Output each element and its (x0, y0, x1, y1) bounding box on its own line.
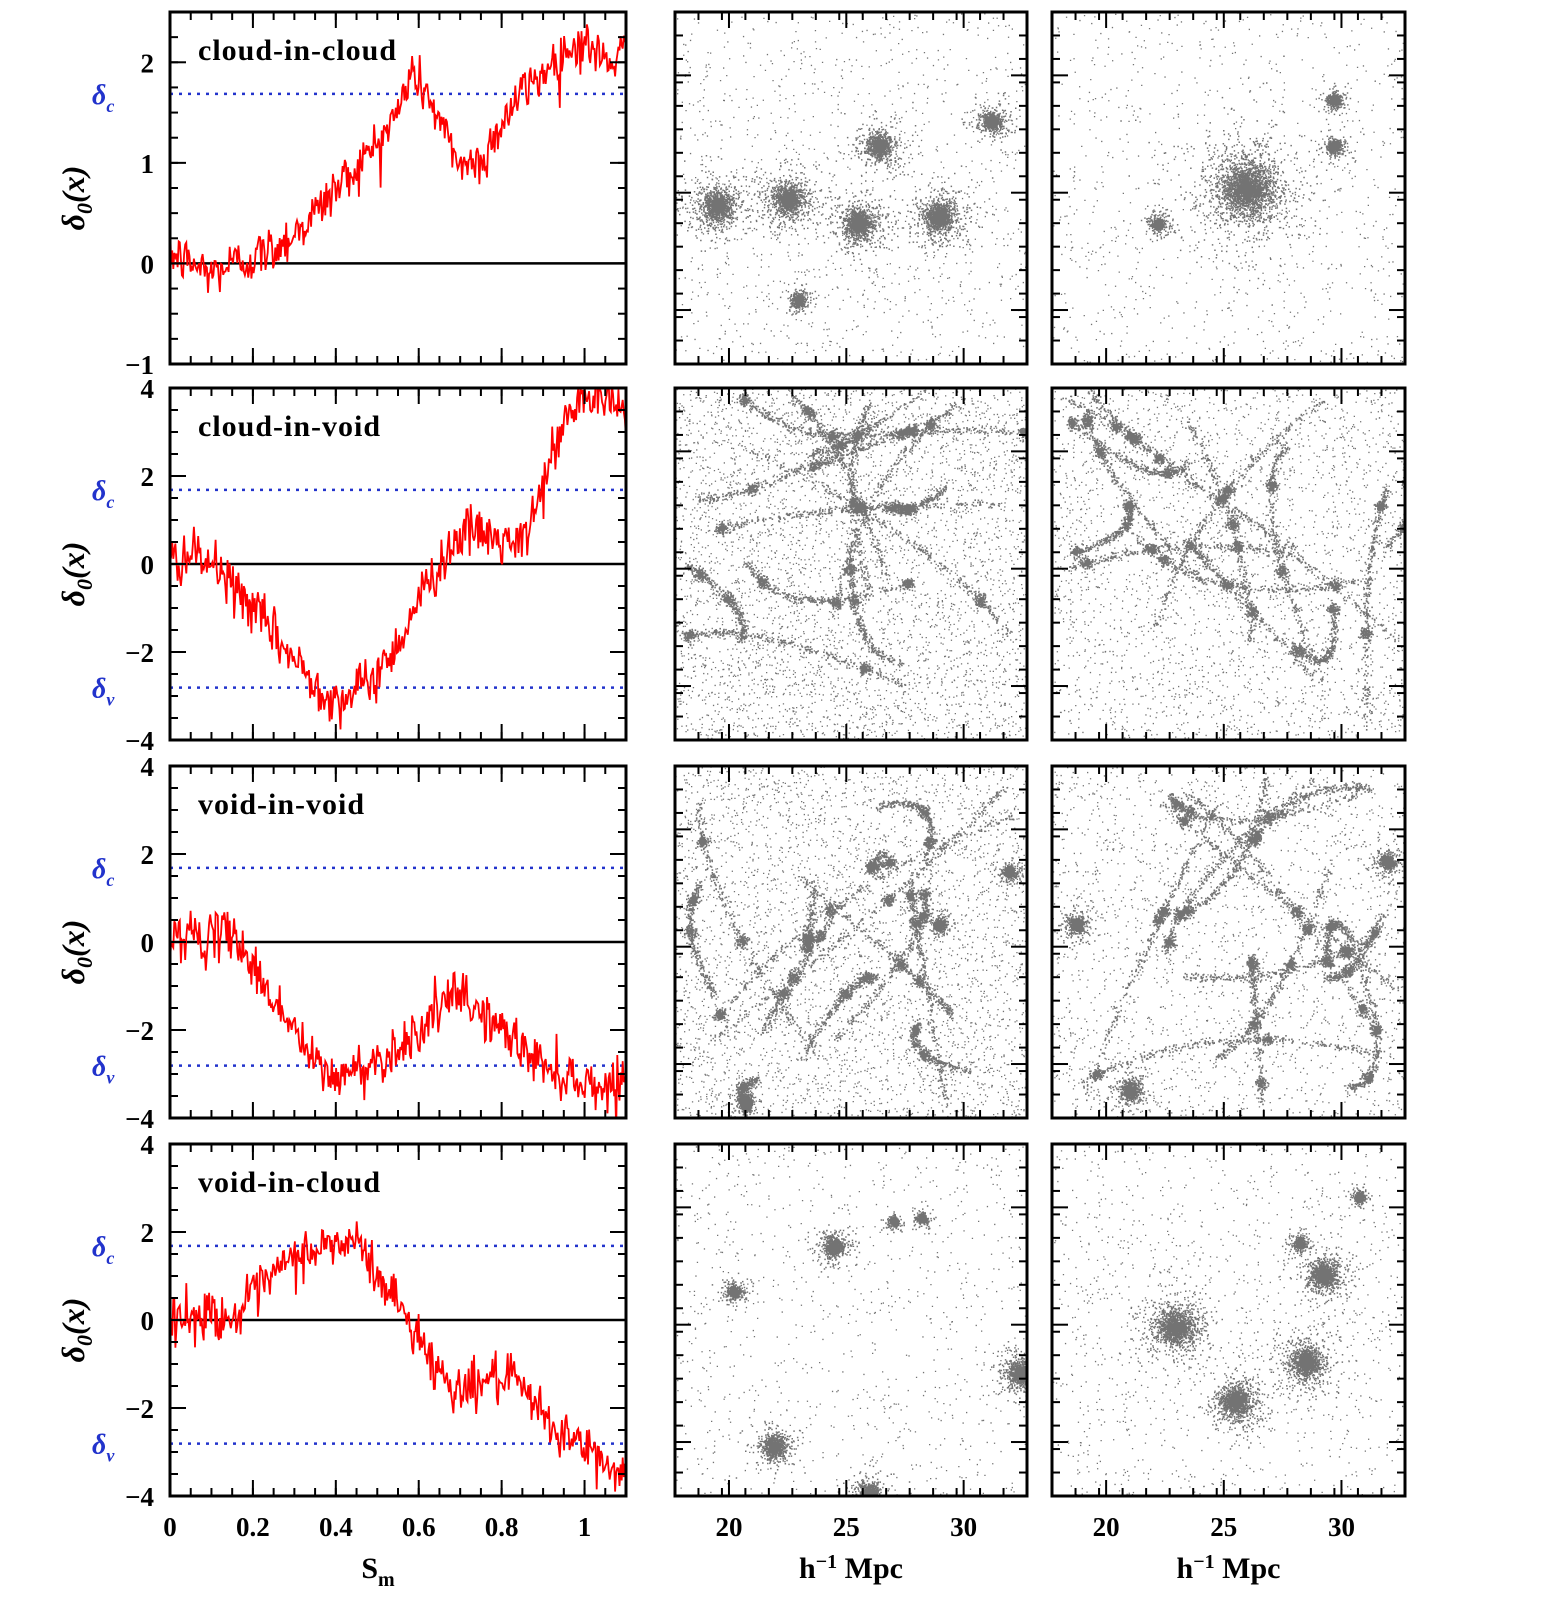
y-tick-label: 2 (141, 840, 155, 870)
particle-dots (675, 766, 1034, 1119)
x-tick-label: 0.2 (236, 1512, 270, 1542)
threshold-label: δc (92, 80, 114, 116)
map-frame (675, 12, 1027, 364)
map-x-tick-label: 30 (950, 1512, 977, 1542)
map-x-tick-label: 25 (1210, 1512, 1237, 1542)
y-tick-label: 4 (141, 752, 155, 782)
map-x-tick-label: 25 (833, 1512, 860, 1542)
x-tick-label: 0.6 (402, 1512, 436, 1542)
threshold-label: δc (92, 476, 114, 512)
particles (675, 766, 1034, 1119)
density-map-cloud-in-void-1 (675, 388, 1031, 741)
density-map-cloud-in-cloud-1 (653, 12, 1028, 365)
density-map-cloud-in-cloud-2 (1052, 12, 1406, 365)
map-x-tick-label: 20 (1093, 1512, 1120, 1542)
density-map-void-in-void-2 (1052, 766, 1413, 1121)
threshold-label: δv (92, 1052, 115, 1088)
threshold-label: δv (92, 674, 115, 710)
random-walk-line (170, 1221, 626, 1491)
panel-label: void-in-cloud (198, 1166, 381, 1199)
particle-dots (1053, 1144, 1406, 1497)
y-tick-label: 1 (141, 149, 155, 179)
map-x-tick-label: 30 (1328, 1512, 1355, 1542)
map-x-axis-label: h−1 Mpc (799, 1551, 903, 1585)
map-frame (1052, 766, 1405, 1118)
y-tick-label: −2 (125, 1016, 154, 1046)
random-walk-line (170, 911, 626, 1130)
walk-panel-void-in-cloud: δc δv −4 −2 0 2 4 void-in-cloud δ0(x) 0 0.2 0.4 0.6 0… (55, 1130, 626, 1591)
particles (1052, 766, 1413, 1121)
y-tick-label: −2 (125, 638, 154, 668)
density-map-cloud-in-void-2 (1052, 388, 1432, 741)
particles (675, 388, 1031, 741)
y-tick-label: 2 (141, 1218, 155, 1248)
particles (675, 1145, 1065, 1523)
particles (1053, 388, 1432, 741)
x-tick-label: 0.8 (485, 1512, 519, 1542)
y-tick-label: 4 (141, 374, 155, 404)
panel-label: cloud-in-void (198, 410, 381, 443)
density-map-void-in-cloud-2: 20 25 30 h−1 Mpc (1052, 1144, 1406, 1585)
y-tick-label: −2 (125, 1394, 154, 1424)
x-axis-label: Sm (361, 1552, 395, 1591)
y-tick-label: 2 (141, 462, 155, 492)
y-tick-label: 2 (141, 48, 155, 78)
particle-dots (1052, 13, 1405, 366)
y-tick-label: −4 (125, 1482, 154, 1512)
particle-dots (675, 1145, 1065, 1523)
y-tick-label: 0 (141, 550, 155, 580)
panel-label: void-in-void (198, 788, 365, 821)
threshold-label: δv (92, 1430, 115, 1466)
particles (1052, 13, 1405, 366)
y-axis-label: δ0(x) (55, 920, 97, 985)
density-map-void-in-void-1 (675, 766, 1034, 1119)
particles (653, 12, 1028, 365)
y-axis-label: δ0(x) (55, 1298, 97, 1363)
particle-dots (1052, 766, 1413, 1121)
map-x-axis-label: h−1 Mpc (1177, 1551, 1281, 1585)
y-axis-label: δ0(x) (55, 166, 97, 231)
map-x-tick-label: 20 (715, 1512, 742, 1542)
map-frame (1052, 1144, 1405, 1496)
particle-dots (675, 388, 1031, 741)
y-tick-label: 4 (141, 1130, 155, 1160)
particles (1053, 1144, 1406, 1497)
x-tick-label: 1 (578, 1512, 592, 1542)
y-tick-label: 0 (141, 1306, 155, 1336)
y-tick-label: 0 (141, 249, 155, 279)
panel-label: cloud-in-cloud (198, 34, 397, 67)
y-tick-label: 0 (141, 928, 155, 958)
map-frame (675, 1144, 1027, 1496)
particle-dots (1053, 388, 1432, 741)
y-axis-label: δ0(x) (55, 542, 97, 607)
x-tick-label: 0.4 (319, 1512, 353, 1542)
threshold-label: δc (92, 854, 114, 890)
x-tick-label: 0 (163, 1512, 177, 1542)
threshold-label: δc (92, 1232, 114, 1268)
density-map-void-in-cloud-1: 20 25 30 h−1 Mpc (675, 1144, 1066, 1585)
particle-dots (653, 12, 1028, 365)
